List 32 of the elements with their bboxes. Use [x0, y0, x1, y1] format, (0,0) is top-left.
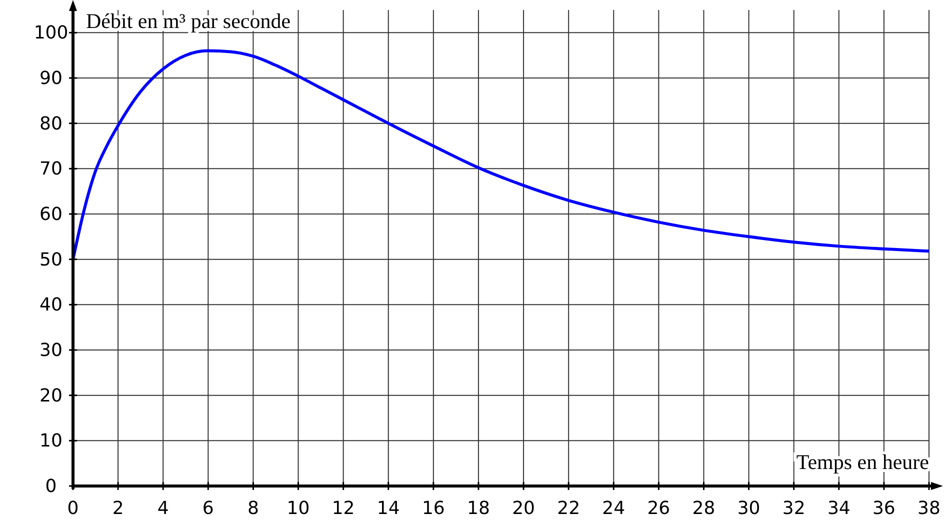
x-tick-label: 32	[782, 498, 806, 519]
y-tick-label: 80	[40, 113, 62, 134]
y-tick-label: 70	[40, 158, 62, 180]
x-tick-label: 36	[872, 498, 896, 519]
y-tick-label: 0	[45, 476, 57, 497]
x-tick-label: 24	[602, 498, 626, 519]
x-tick-label: 20	[512, 498, 535, 519]
x-tick-label: 0	[67, 498, 79, 519]
x-tick-label: 34	[827, 498, 850, 519]
x-tick-label: 12	[332, 498, 355, 519]
y-tick-label: 30	[40, 340, 62, 361]
x-tick-label: 8	[247, 498, 259, 519]
line-series	[72, 49, 930, 261]
y-tick-label: 50	[40, 249, 62, 270]
x-tick-label: 22	[557, 498, 580, 519]
y-tick-label: 100	[34, 22, 68, 44]
x-tick-label: 6	[202, 498, 214, 519]
x-tick-label: 4	[157, 498, 169, 519]
x-tick-label: 16	[422, 498, 445, 519]
x-tick-label: 2	[112, 498, 124, 519]
x-tick-label: 28	[692, 498, 716, 519]
x-tick-label: 10	[286, 498, 310, 519]
x-tick-label: 26	[647, 498, 670, 519]
y-tick-label: 40	[40, 294, 62, 316]
y-tick-label: 10	[40, 430, 62, 452]
y-tick-label: 60	[40, 204, 62, 225]
x-tick-label: 30	[737, 498, 760, 519]
x-tick-label: 14	[376, 498, 400, 519]
y-tick-label: 20	[40, 385, 62, 406]
x-tick-label: 18	[467, 498, 490, 519]
y-tick-label: 90	[40, 68, 62, 89]
x-tick-label: 38	[918, 498, 940, 519]
